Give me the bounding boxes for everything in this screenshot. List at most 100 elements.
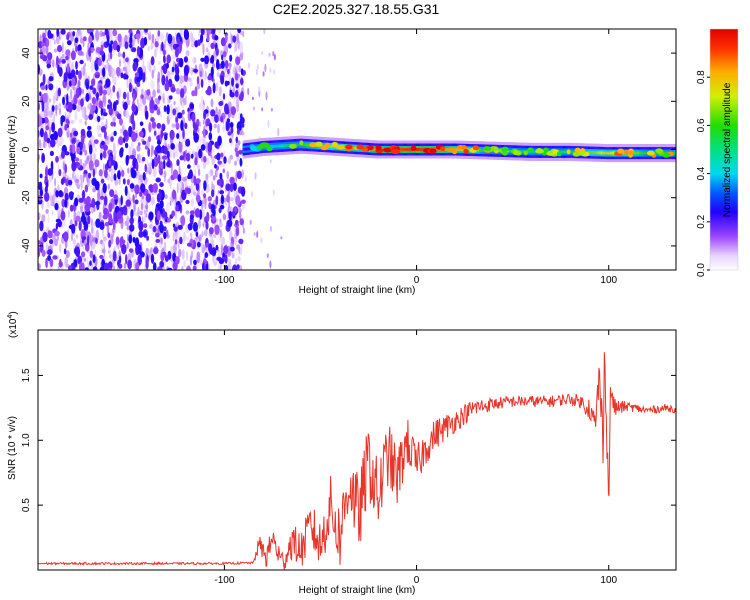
noise-blob — [100, 152, 103, 161]
noise-speckle — [86, 171, 89, 183]
noise-speckle — [178, 165, 181, 177]
noise-blob — [74, 157, 80, 162]
noise-blob — [135, 262, 140, 270]
noise-blob — [144, 29, 148, 33]
noise-blob — [87, 215, 91, 225]
noise-blob — [61, 191, 64, 197]
noise-blob — [193, 175, 197, 186]
noise-blob — [153, 104, 158, 111]
noise-speckle — [64, 111, 67, 120]
noise-speckle — [49, 98, 52, 103]
noise-speckle — [157, 130, 162, 136]
noise-speckle — [199, 259, 203, 266]
noise-blob — [44, 192, 50, 202]
snr-frame — [37, 329, 677, 571]
noise-speckle — [273, 69, 276, 75]
noise-speckle — [112, 49, 116, 56]
noise-speckle — [164, 194, 168, 200]
noise-blob — [193, 68, 199, 73]
noise-speckle — [203, 75, 207, 81]
noise-blob — [110, 159, 116, 166]
noise-blob — [220, 115, 224, 123]
noise-blob — [95, 237, 98, 244]
noise-blob — [116, 113, 122, 120]
noise-speckle — [144, 204, 149, 210]
noise-blob — [109, 51, 113, 60]
noise-speckle — [261, 51, 264, 55]
noise-speckle — [114, 179, 119, 186]
noise-blob — [94, 64, 99, 71]
noise-blob — [125, 155, 129, 166]
noise-blob — [214, 35, 219, 41]
noise-speckle — [183, 98, 186, 106]
snr-y-multiplier-close: ) — [8, 311, 19, 314]
noise-speckle — [122, 66, 126, 72]
noise-blob — [235, 83, 239, 89]
noise-speckle — [112, 68, 117, 77]
noise-speckle — [106, 59, 109, 64]
noise-blob — [122, 136, 126, 144]
noise-blob — [183, 29, 190, 41]
noise-blob — [56, 55, 59, 66]
noise-blob — [70, 50, 76, 61]
noise-speckle — [136, 98, 139, 104]
noise-blob — [120, 195, 123, 206]
noise-blob — [187, 164, 191, 169]
noise-blob — [69, 144, 73, 154]
noise-speckle — [234, 42, 238, 51]
noise-blob — [142, 72, 146, 83]
noise-speckle — [163, 241, 167, 252]
noise-speckle — [211, 63, 216, 68]
noise-blob — [129, 154, 135, 160]
noise-blob — [225, 120, 230, 130]
noise-blob — [75, 69, 79, 76]
noise-speckle — [222, 213, 227, 221]
noise-blob — [75, 246, 81, 258]
snr-x-ticks: -100 0 100 — [214, 330, 618, 586]
noise-blob — [147, 147, 151, 157]
noise-blob — [199, 70, 203, 78]
noise-blob — [145, 258, 149, 270]
noise-blob — [49, 239, 54, 245]
noise-blob — [100, 106, 104, 116]
noise-blob — [156, 144, 162, 154]
noise-blob — [102, 183, 107, 194]
noise-speckle — [229, 197, 234, 202]
noise-blob — [108, 239, 112, 248]
noise-blob — [146, 235, 149, 241]
noise-speckle — [204, 197, 207, 210]
noise-blob — [108, 106, 114, 116]
noise-blob — [55, 190, 59, 198]
noise-blob — [108, 160, 112, 167]
noise-blob — [202, 128, 206, 138]
noise-blob — [212, 249, 217, 254]
colorbar-tick-label: 0.0 — [696, 263, 707, 277]
noise-blob — [103, 195, 108, 206]
noise-blob — [123, 129, 128, 138]
noise-blob — [203, 110, 207, 120]
noise-blob — [63, 72, 68, 83]
noise-speckle — [262, 71, 265, 77]
noise-blob — [216, 179, 223, 186]
colorbar-tick-label: 0.8 — [696, 70, 707, 84]
noise-speckle — [185, 236, 190, 241]
noise-blob — [203, 156, 207, 163]
noise-blob — [229, 246, 235, 252]
noise-blob — [106, 210, 110, 217]
colorbar-gradient — [710, 29, 738, 270]
snr-y-multiplier: (x104) — [7, 311, 19, 338]
noise-blob — [239, 218, 244, 226]
noise-blob — [120, 147, 124, 154]
noise-blob — [157, 154, 161, 164]
noise-blob — [55, 155, 59, 163]
noise-blob — [99, 221, 105, 230]
noise-speckle — [72, 170, 75, 176]
noise-speckle — [175, 208, 177, 220]
noise-blob — [235, 219, 239, 226]
noise-speckle — [150, 44, 153, 51]
noise-blob — [175, 66, 180, 76]
colorbar-label: Normalized spectral amplitude — [722, 82, 733, 217]
noise-speckle — [57, 142, 60, 148]
noise-blob — [210, 54, 215, 64]
